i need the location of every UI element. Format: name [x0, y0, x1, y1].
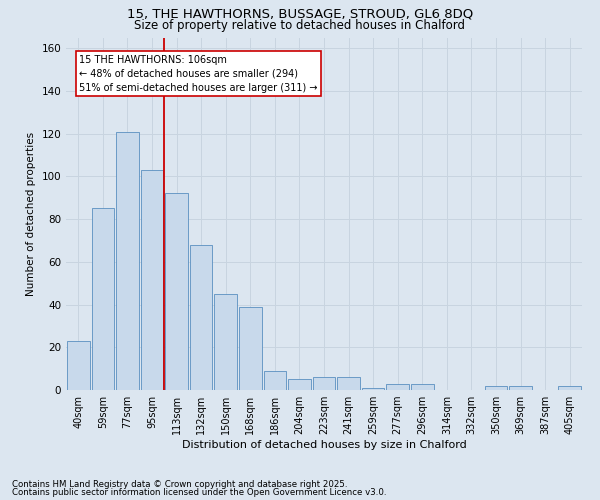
- Bar: [190, 244, 212, 390]
- Text: 15, THE HAWTHORNS, BUSSAGE, STROUD, GL6 8DQ: 15, THE HAWTHORNS, BUSSAGE, STROUD, GL6 …: [127, 8, 473, 20]
- Bar: [239, 306, 262, 390]
- Bar: [509, 386, 532, 390]
- X-axis label: Distribution of detached houses by size in Chalford: Distribution of detached houses by size …: [182, 440, 466, 450]
- Bar: [214, 294, 237, 390]
- Bar: [288, 380, 311, 390]
- Text: Size of property relative to detached houses in Chalford: Size of property relative to detached ho…: [134, 19, 466, 32]
- Bar: [67, 341, 89, 390]
- Bar: [140, 170, 163, 390]
- Bar: [165, 194, 188, 390]
- Text: 15 THE HAWTHORNS: 106sqm
← 48% of detached houses are smaller (294)
51% of semi-: 15 THE HAWTHORNS: 106sqm ← 48% of detach…: [79, 54, 317, 92]
- Bar: [337, 377, 360, 390]
- Text: Contains HM Land Registry data © Crown copyright and database right 2025.: Contains HM Land Registry data © Crown c…: [12, 480, 347, 489]
- Y-axis label: Number of detached properties: Number of detached properties: [26, 132, 36, 296]
- Bar: [313, 377, 335, 390]
- Bar: [362, 388, 385, 390]
- Bar: [411, 384, 434, 390]
- Bar: [92, 208, 114, 390]
- Bar: [485, 386, 508, 390]
- Bar: [386, 384, 409, 390]
- Bar: [263, 371, 286, 390]
- Text: Contains public sector information licensed under the Open Government Licence v3: Contains public sector information licen…: [12, 488, 386, 497]
- Bar: [116, 132, 139, 390]
- Bar: [559, 386, 581, 390]
